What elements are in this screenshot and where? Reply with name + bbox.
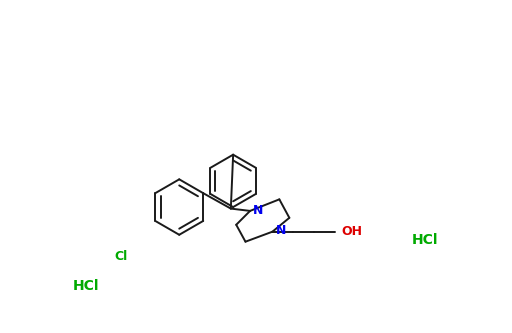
Text: HCl: HCl	[412, 233, 438, 247]
Text: Cl: Cl	[114, 250, 127, 263]
Text: N: N	[275, 224, 286, 237]
Text: OH: OH	[342, 225, 362, 238]
Text: N: N	[253, 204, 264, 217]
Text: HCl: HCl	[73, 279, 99, 293]
